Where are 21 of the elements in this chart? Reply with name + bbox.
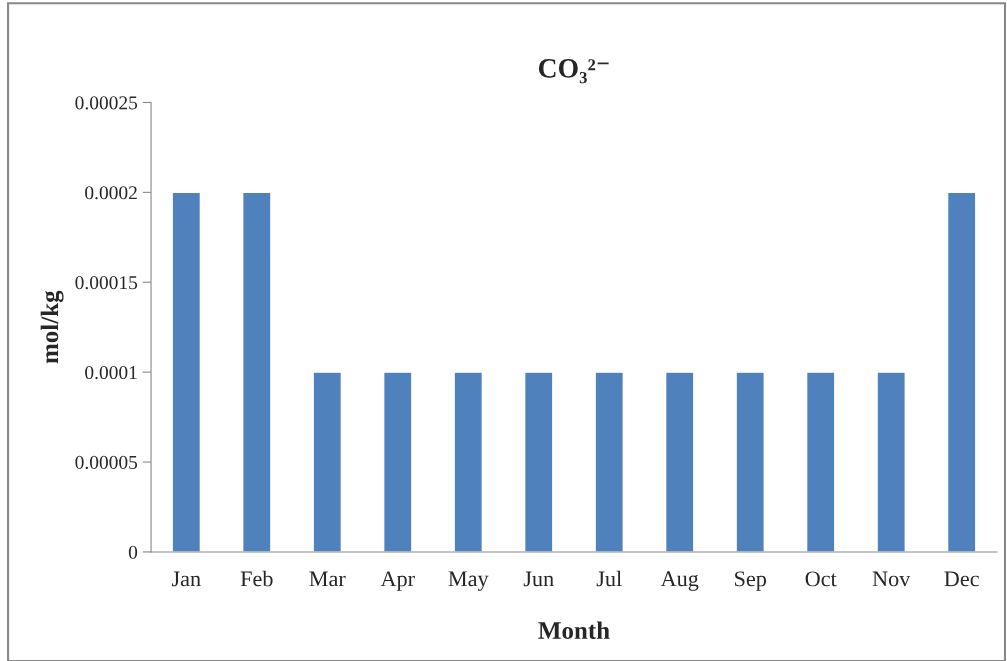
x-tick-label: Jun: [523, 571, 554, 587]
x-tick-label: Aug: [660, 571, 699, 591]
x-tick-label: Feb: [240, 570, 273, 587]
x-tick-label: Sep: [735, 571, 767, 591]
x-tick-label: Oct: [805, 571, 837, 587]
y-tick-label: 0.00025: [75, 96, 138, 110]
x-tick-label: Dec: [944, 571, 979, 587]
x-tick-label: Jan: [171, 571, 201, 587]
y-tick-label: 0.0002: [85, 186, 137, 200]
y-tick-label: 0.0001: [85, 365, 137, 380]
y-axis-title: mol/kg: [40, 290, 64, 364]
x-tick-label: Jul: [596, 570, 622, 587]
x-tick-label: May: [448, 571, 489, 591]
y-tick-label: 0.00005: [75, 455, 138, 470]
x-tick-label: Nov: [872, 571, 911, 587]
y-tick-label: 0: [128, 545, 138, 559]
y-tick-label: 0.00015: [75, 276, 138, 290]
x-tick-label: Apr: [380, 571, 415, 591]
chart-title: CO₃²⁻: [538, 59, 609, 84]
x-axis-title: Month: [538, 621, 610, 639]
x-tick-label: Mar: [309, 571, 346, 587]
